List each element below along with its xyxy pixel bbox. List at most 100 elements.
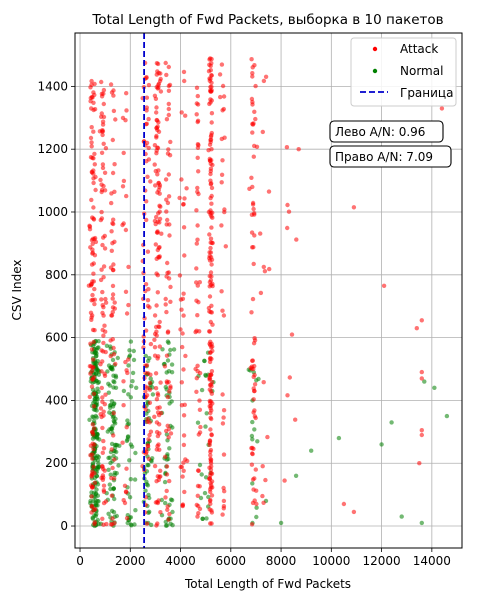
point-attack bbox=[164, 353, 170, 358]
point-attack bbox=[145, 249, 151, 254]
point-attack bbox=[99, 111, 105, 116]
point-attack bbox=[144, 449, 149, 455]
point-attack bbox=[251, 341, 257, 346]
point-attack bbox=[109, 313, 115, 318]
point-attack bbox=[195, 313, 200, 318]
point-attack bbox=[167, 233, 172, 238]
point-attack bbox=[99, 385, 105, 391]
point-attack bbox=[208, 319, 213, 325]
point-attack bbox=[294, 237, 299, 242]
point-attack bbox=[99, 150, 105, 155]
point-normal bbox=[87, 417, 92, 422]
point-attack bbox=[91, 432, 96, 437]
point-attack bbox=[120, 222, 125, 228]
point-attack bbox=[179, 380, 184, 385]
point-attack bbox=[207, 341, 212, 346]
point-attack bbox=[209, 193, 214, 199]
point-attack bbox=[147, 305, 152, 310]
point-attack bbox=[163, 177, 169, 182]
point-attack bbox=[152, 162, 157, 167]
point-attack bbox=[154, 105, 159, 110]
point-attack bbox=[92, 286, 97, 292]
point-attack bbox=[263, 477, 268, 483]
point-attack bbox=[154, 135, 159, 140]
point-normal bbox=[145, 462, 150, 468]
point-attack bbox=[163, 60, 168, 66]
point-attack bbox=[252, 414, 258, 419]
y-tick-label: 0 bbox=[60, 519, 68, 533]
x-axis-label: Total Length of Fwd Packets bbox=[184, 577, 351, 591]
point-attack bbox=[250, 296, 256, 302]
point-attack bbox=[209, 369, 215, 374]
point-attack bbox=[209, 345, 214, 350]
legend-label-threshold: Граница bbox=[400, 86, 453, 100]
point-attack bbox=[102, 170, 108, 175]
point-attack bbox=[181, 367, 186, 372]
point-attack bbox=[90, 292, 95, 298]
point-attack bbox=[89, 140, 94, 145]
point-attack bbox=[221, 313, 227, 318]
point-attack bbox=[194, 389, 199, 394]
point-attack bbox=[293, 417, 298, 422]
point-attack bbox=[146, 456, 152, 462]
point-normal bbox=[389, 420, 394, 425]
point-attack bbox=[223, 244, 228, 249]
point-attack bbox=[265, 434, 270, 440]
point-attack bbox=[110, 516, 115, 521]
point-attack bbox=[249, 522, 255, 527]
point-attack bbox=[208, 497, 213, 503]
point-normal bbox=[113, 442, 119, 448]
point-normal bbox=[94, 455, 99, 461]
point-normal bbox=[379, 442, 384, 447]
point-attack bbox=[182, 402, 187, 407]
point-attack bbox=[166, 379, 171, 385]
point-attack bbox=[153, 221, 158, 227]
point-normal bbox=[112, 401, 117, 406]
point-attack bbox=[123, 289, 129, 294]
point-attack bbox=[221, 506, 226, 511]
point-attack bbox=[181, 413, 187, 418]
point-attack bbox=[101, 446, 107, 451]
point-attack bbox=[126, 302, 131, 308]
point-attack bbox=[110, 267, 116, 273]
point-attack bbox=[153, 386, 159, 391]
point-normal bbox=[147, 356, 152, 361]
point-normal bbox=[150, 392, 156, 397]
point-attack bbox=[147, 432, 152, 438]
point-attack bbox=[154, 151, 159, 156]
point-attack bbox=[120, 440, 125, 445]
point-normal bbox=[419, 520, 424, 526]
point-attack bbox=[166, 83, 172, 89]
point-attack bbox=[100, 399, 105, 404]
point-attack bbox=[162, 364, 168, 369]
point-attack bbox=[168, 139, 173, 145]
point-attack bbox=[145, 174, 150, 179]
point-attack bbox=[258, 290, 264, 296]
point-attack bbox=[89, 510, 94, 515]
point-attack bbox=[158, 380, 163, 385]
point-normal bbox=[144, 411, 149, 416]
point-attack bbox=[89, 384, 95, 389]
point-normal bbox=[96, 372, 102, 377]
point-attack bbox=[261, 500, 266, 505]
point-attack bbox=[158, 468, 163, 473]
point-attack bbox=[195, 237, 200, 242]
point-attack bbox=[207, 329, 212, 334]
point-attack bbox=[168, 431, 174, 436]
point-attack bbox=[157, 324, 162, 330]
point-attack bbox=[92, 442, 97, 447]
point-attack bbox=[183, 353, 188, 359]
point-attack bbox=[154, 271, 159, 276]
point-attack bbox=[262, 269, 268, 274]
point-attack bbox=[101, 438, 106, 444]
y-axis-label: CSV Index bbox=[10, 259, 24, 320]
point-attack bbox=[252, 109, 257, 115]
point-normal bbox=[130, 379, 135, 384]
point-attack bbox=[260, 464, 265, 469]
point-attack bbox=[99, 369, 104, 374]
point-attack bbox=[166, 112, 171, 118]
point-attack bbox=[166, 147, 171, 152]
point-attack bbox=[92, 151, 97, 157]
point-attack bbox=[167, 389, 172, 394]
point-normal bbox=[107, 482, 113, 487]
